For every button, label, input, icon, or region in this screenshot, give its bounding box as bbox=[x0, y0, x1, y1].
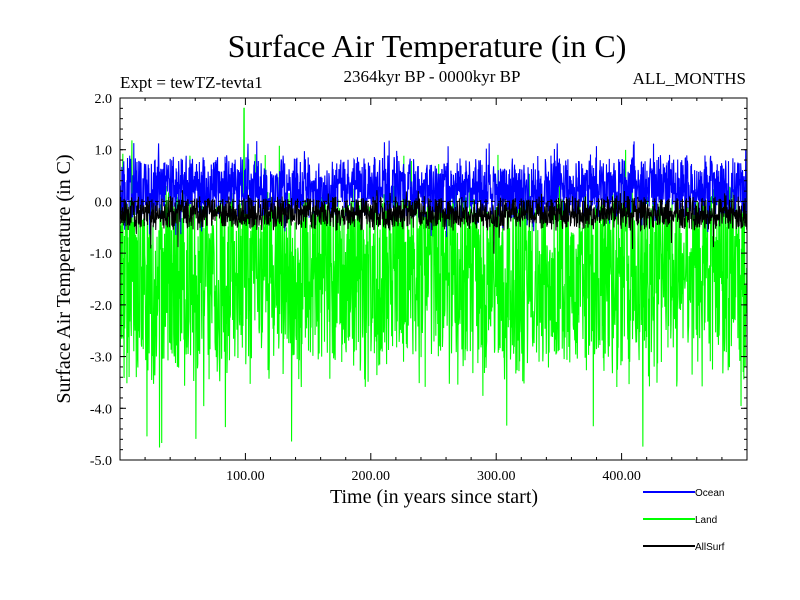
plot-frame bbox=[119, 97, 748, 461]
y-tick-label: -5.0 bbox=[90, 454, 112, 469]
x-tick-label: 200.00 bbox=[352, 469, 391, 484]
x-tick-label: 400.00 bbox=[602, 469, 641, 484]
ticks-layer: 2.0 1.0 0.0 -1.0 -2.0 -3.0 -4.0 -5.0 100.00 200.0… bbox=[90, 92, 747, 484]
x-axis-label: Time (in years since start) bbox=[330, 486, 538, 508]
legend-label-land: Land bbox=[695, 515, 717, 526]
y-tick-label: 1.0 bbox=[95, 144, 113, 159]
legend-label-allsurf: AllSurf bbox=[695, 542, 725, 553]
x-tick-label: 300.00 bbox=[477, 469, 516, 484]
y-tick-label: -2.0 bbox=[90, 299, 112, 314]
y-axis-label: Surface Air Temperature (in C) bbox=[53, 154, 75, 403]
chart-subtitle-period: 2364kyr BP - 0000kyr BP bbox=[344, 67, 521, 86]
series-line-allsurf bbox=[120, 190, 747, 254]
series-layer bbox=[120, 107, 747, 448]
legend-label-ocean: Ocean bbox=[695, 488, 724, 499]
series-line-land bbox=[120, 107, 747, 448]
y-tick-label: -4.0 bbox=[90, 402, 112, 417]
chart-title: Surface Air Temperature (in C) bbox=[228, 28, 627, 64]
y-tick-label: -1.0 bbox=[90, 247, 112, 262]
chart-subtitle-experiment: Expt = tewTZ-tevta1 bbox=[120, 73, 263, 92]
x-tick-label: 100.00 bbox=[226, 469, 265, 484]
plot-area: 2.0 1.0 0.0 -1.0 -2.0 -3.0 -4.0 -5.0 100.00 200.0… bbox=[90, 92, 748, 484]
y-tick-label: 2.0 bbox=[95, 92, 113, 107]
chart-subtitle-months: ALL_MONTHS bbox=[633, 69, 746, 88]
legend: Ocean Land AllSurf bbox=[643, 488, 725, 553]
series-line-ocean bbox=[120, 140, 747, 238]
y-tick-label: 0.0 bbox=[95, 195, 113, 210]
y-tick-label: -3.0 bbox=[90, 351, 112, 366]
